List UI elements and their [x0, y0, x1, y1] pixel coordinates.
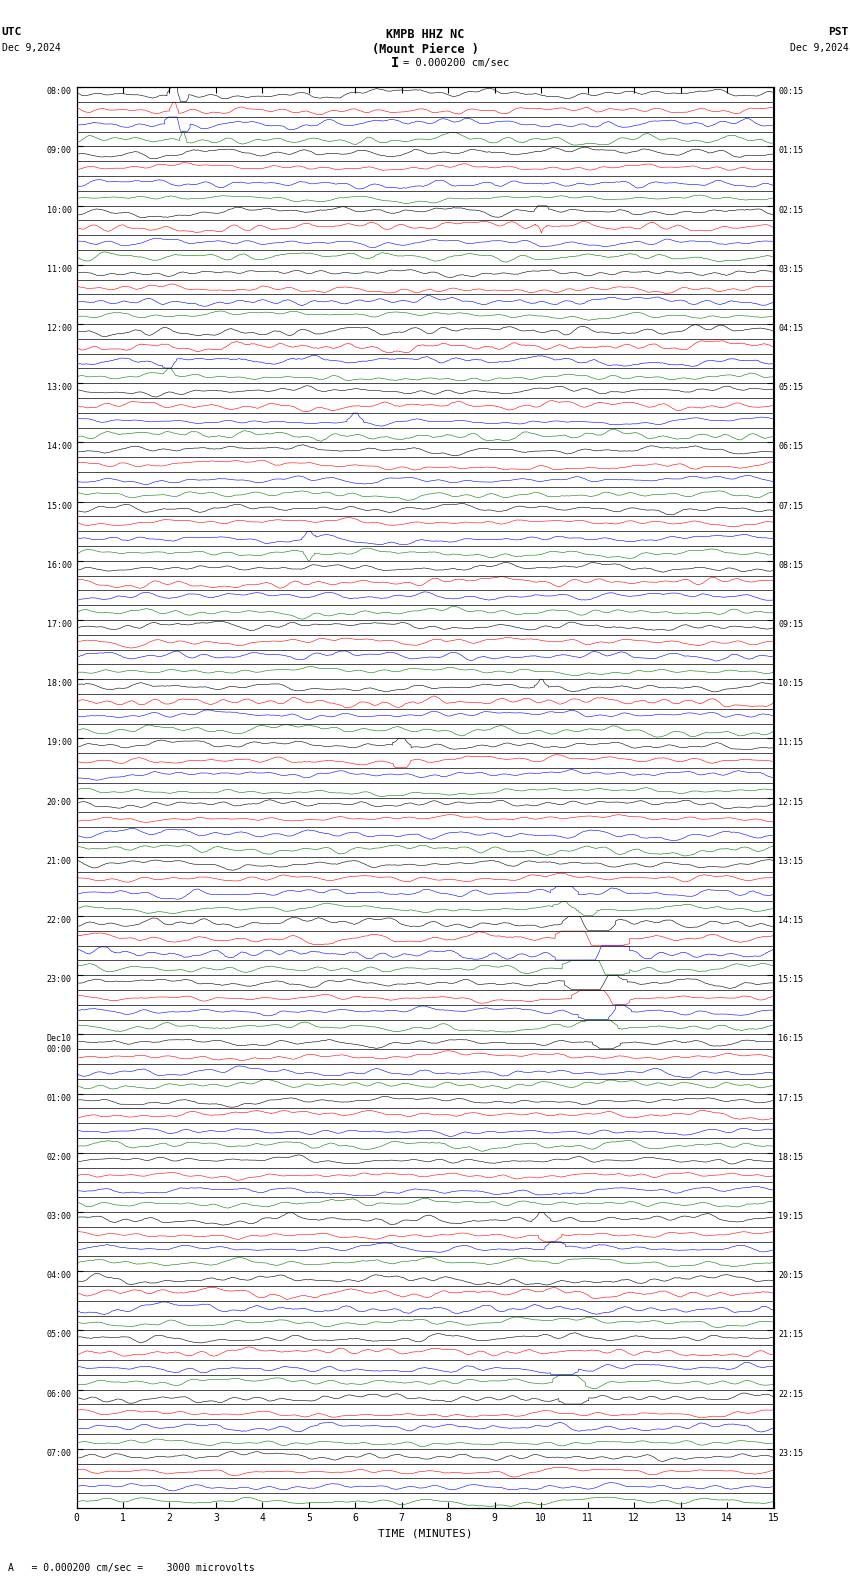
Text: PST: PST: [828, 27, 848, 36]
Text: Dec 9,2024: Dec 9,2024: [790, 43, 848, 52]
Text: Dec 9,2024: Dec 9,2024: [2, 43, 60, 52]
Text: (Mount Pierce ): (Mount Pierce ): [371, 43, 479, 55]
Text: A   = 0.000200 cm/sec =    3000 microvolts: A = 0.000200 cm/sec = 3000 microvolts: [8, 1563, 255, 1573]
Text: I: I: [391, 57, 399, 70]
Text: UTC: UTC: [2, 27, 22, 36]
Text: KMPB HHZ NC: KMPB HHZ NC: [386, 29, 464, 41]
Text: = 0.000200 cm/sec: = 0.000200 cm/sec: [403, 59, 509, 68]
X-axis label: TIME (MINUTES): TIME (MINUTES): [377, 1529, 473, 1538]
